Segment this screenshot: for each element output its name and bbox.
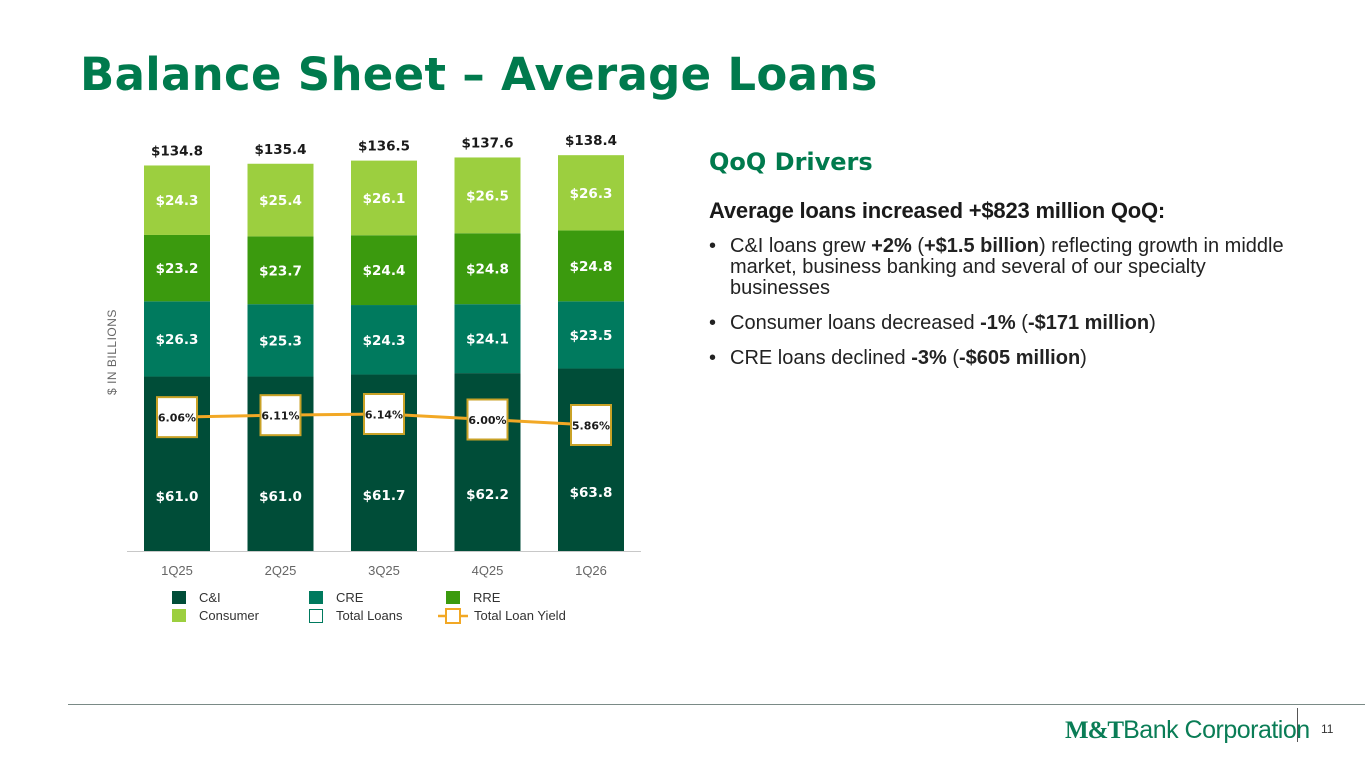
- legend-label: Total Loans: [336, 608, 403, 623]
- drivers-heading: QoQ Drivers: [709, 148, 873, 176]
- segment-value-label: $23.2: [156, 261, 199, 277]
- segment-value-label: $23.7: [259, 263, 302, 279]
- bullet-highlight: -1%: [980, 312, 1016, 334]
- yield-marker: [259, 394, 302, 437]
- bar-segment-consumer: [558, 155, 624, 231]
- legend-marker-total-loan-yield: [445, 608, 461, 624]
- segment-value-label: $61.7: [363, 488, 406, 504]
- bullet-text: Consumer loans decreased: [730, 312, 981, 334]
- yield-value-label: 5.86%: [572, 420, 610, 433]
- segment-value-label: $26.5: [466, 188, 509, 204]
- x-tick-label: 2Q25: [265, 563, 297, 578]
- segment-value-label: $24.8: [570, 259, 613, 275]
- yield-value-label: 6.14%: [365, 409, 403, 422]
- bar-segment-rre: [247, 236, 314, 305]
- page-number: 11: [1321, 722, 1334, 736]
- legend-swatch-c-i: [172, 591, 186, 604]
- bullet-text: ): [1080, 347, 1087, 369]
- segment-value-label: $24.8: [466, 262, 509, 278]
- bar-segment-consumer: [144, 165, 210, 235]
- bar-segment-consumer: [351, 160, 417, 236]
- yield-marker: [363, 393, 405, 435]
- y-axis-label: $ IN BILLIONS: [105, 309, 119, 395]
- bullet-highlight: +$1.5 billion: [923, 235, 1040, 257]
- segment-value-label: $62.2: [466, 487, 509, 503]
- bar-segment-consumer: [247, 163, 314, 237]
- footer-divider: [68, 704, 1365, 705]
- segment-value-label: $24.3: [363, 333, 406, 349]
- segment-value-label: $61.0: [156, 489, 199, 505]
- bullet-text: C&I loans grew: [730, 235, 872, 257]
- yield-marker: [570, 404, 612, 446]
- legend-swatch-total-loans: [309, 609, 323, 623]
- legend-swatch-rre: [446, 591, 460, 604]
- legend-swatch-cre: [309, 591, 323, 604]
- driver-bullet: Consumer loans decreased -1% (-$171 mill…: [709, 312, 1305, 335]
- legend-swatch-consumer: [172, 609, 186, 622]
- legend-label: CRE: [336, 590, 364, 605]
- bullet-highlight: -3%: [911, 347, 947, 369]
- qoq-drivers-panel: QoQ Drivers Average loans increased +$82…: [709, 148, 1309, 383]
- segment-value-label: $25.3: [259, 333, 302, 349]
- yield-value-label: 6.00%: [468, 414, 506, 427]
- total-value-label: $135.4: [254, 142, 306, 158]
- bullet-highlight: +2%: [871, 235, 912, 257]
- bar-segment-rre: [351, 235, 417, 306]
- yield-value-label: 6.06%: [158, 412, 196, 425]
- bullet-text: ): [1149, 312, 1156, 334]
- legend-label: C&I: [199, 590, 221, 605]
- logo-mark: M&T: [1065, 717, 1124, 744]
- legend-label: Consumer: [199, 608, 260, 623]
- bar-segment-cre: [144, 301, 210, 377]
- bullet-text: (: [911, 235, 924, 257]
- bar-segment-c-i: [558, 368, 624, 551]
- segment-value-label: $25.4: [259, 193, 302, 209]
- driver-bullet: C&I loans grew +2% (+$1.5 billion) refle…: [709, 236, 1305, 299]
- total-value-label: $136.5: [358, 139, 410, 155]
- x-tick-label: 1Q26: [575, 563, 607, 578]
- bullet-text: (: [946, 347, 960, 369]
- x-tick-label: 1Q25: [161, 563, 193, 578]
- logo-text: Bank Corporation: [1123, 716, 1310, 744]
- drivers-bullet-list: C&I loans grew +2% (+$1.5 billion) refle…: [709, 236, 1309, 370]
- bullet-text: CRE loans declined: [730, 347, 912, 369]
- segment-value-label: $63.8: [570, 485, 613, 501]
- segment-value-label: $26.3: [156, 332, 199, 348]
- driver-bullet: CRE loans declined -3% (-$605 million): [709, 347, 1305, 370]
- bar-segment-cre: [454, 304, 521, 374]
- bar-segment-rre: [144, 234, 210, 302]
- yield-marker: [156, 396, 198, 439]
- legend-label: RRE: [473, 590, 501, 605]
- bar-segment-rre: [558, 230, 624, 302]
- segment-value-label: $24.1: [466, 332, 509, 348]
- segment-value-label: $24.3: [156, 193, 199, 209]
- bullet-highlight: -$605 million: [959, 347, 1081, 369]
- logo-separator: [1297, 708, 1298, 742]
- x-tick-label: 3Q25: [368, 563, 400, 578]
- total-value-label: $137.6: [461, 135, 513, 151]
- total-value-label: $138.4: [565, 133, 617, 149]
- bar-segment-cre: [351, 305, 417, 375]
- bullet-text: (: [1015, 312, 1028, 334]
- total-value-label: $134.8: [151, 143, 203, 159]
- yield-marker: [466, 398, 509, 441]
- average-loans-chart: $ IN BILLIONS $61.0 $26.3 $23.2 $24.3 $134.8 1…: [105, 133, 641, 624]
- bullet-text: ) reflecting growth in middle market, bu…: [730, 235, 1284, 299]
- bullet-highlight: -$171 million: [1027, 312, 1150, 334]
- bar-segment-consumer: [454, 157, 521, 234]
- segment-value-label: $26.1: [363, 191, 406, 207]
- drivers-subheading: Average loans increased +$823 million Qo…: [709, 198, 1166, 223]
- yield-value-label: 6.11%: [261, 410, 299, 423]
- segment-value-label: $24.4: [363, 263, 406, 279]
- bar-segment-rre: [454, 233, 521, 305]
- page-title: Balance Sheet – Average Loans: [80, 48, 878, 101]
- segment-value-label: $23.5: [570, 328, 613, 344]
- segment-value-label: $26.3: [570, 186, 613, 202]
- segment-value-label: $61.0: [259, 489, 302, 505]
- bar-segment-cre: [558, 301, 624, 369]
- x-tick-label: 4Q25: [472, 563, 504, 578]
- company-logo: M&TBank Corporation: [1065, 716, 1310, 745]
- bar-segment-cre: [247, 304, 314, 377]
- legend-label: Total Loan Yield: [474, 608, 566, 623]
